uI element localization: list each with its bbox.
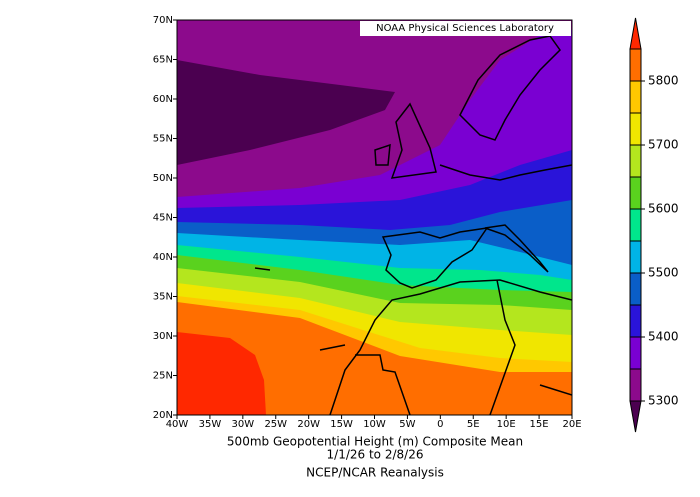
colorbar-label: 5500 <box>648 266 679 280</box>
x-tick-label: 0 <box>437 419 443 430</box>
colorbar: 5300 5400 5500 5600 5700 5800 <box>629 17 679 433</box>
x-tick-label: 5W <box>399 419 415 430</box>
data-source: NCEP/NCAR Reanalysis <box>306 466 444 480</box>
colorbar-segment <box>629 336 642 370</box>
colorbar-segment <box>629 112 642 146</box>
y-tick-label: 60N <box>153 94 173 105</box>
map-title: 500mb Geopotential Height (m) Composite … <box>227 435 523 449</box>
credit-box <box>360 21 571 36</box>
y-tick-label: 50N <box>153 173 173 184</box>
y-tick-label: 45N <box>153 213 173 224</box>
x-tick-label: 15E <box>530 419 549 430</box>
y-tick-label: 55N <box>153 134 173 145</box>
colorbar-segment <box>629 48 642 82</box>
x-tick-label: 20W <box>297 419 320 430</box>
y-tick-label: 20N <box>153 410 173 421</box>
contour-band <box>177 302 572 415</box>
y-tick-label: 40N <box>153 252 173 263</box>
colorbar-segment <box>629 208 642 242</box>
x-tick-label: 10E <box>497 419 516 430</box>
height-field <box>177 20 572 415</box>
x-tick-label: 20E <box>562 419 581 430</box>
y-tick-label: 35N <box>153 292 173 303</box>
x-tick-label: 35W <box>199 419 222 430</box>
colorbar-segment <box>629 80 642 114</box>
colorbar-label: 5400 <box>648 330 679 344</box>
colorbar-segment <box>629 272 642 306</box>
colorbar-segment <box>629 240 642 274</box>
colorbar-segment <box>629 144 642 178</box>
colorbar-arrow <box>629 400 642 433</box>
y-tick-label: 25N <box>153 371 173 382</box>
credit: NOAA Physical Sciences Laboratory <box>376 23 554 34</box>
x-tick-label: 30W <box>232 419 255 430</box>
colorbar-label: 5700 <box>648 138 679 152</box>
y-tick-label: 30N <box>153 331 173 342</box>
colorbar-label: 5300 <box>648 394 679 408</box>
colorbar-label: 5800 <box>648 74 679 88</box>
colorbar-label: 5600 <box>648 202 679 216</box>
y-tick-label: 70N <box>153 15 173 26</box>
x-tick-label: 15W <box>330 419 353 430</box>
colorbar-segment <box>629 176 642 210</box>
colorbar-arrow <box>629 17 642 50</box>
colorbar-segment <box>629 368 642 402</box>
x-tick-label: 10W <box>363 419 386 430</box>
coastlines <box>254 35 572 415</box>
x-tick-label: 40W <box>166 419 189 430</box>
contour-band <box>177 60 395 165</box>
y-tick-label: 65N <box>153 55 173 66</box>
date-range: 1/1/26 to 2/8/26 <box>327 448 424 462</box>
contour-band <box>177 332 266 415</box>
colorbar-segment <box>629 304 642 338</box>
x-tick-label: 25W <box>264 419 287 430</box>
x-tick-label: 5E <box>467 419 480 430</box>
